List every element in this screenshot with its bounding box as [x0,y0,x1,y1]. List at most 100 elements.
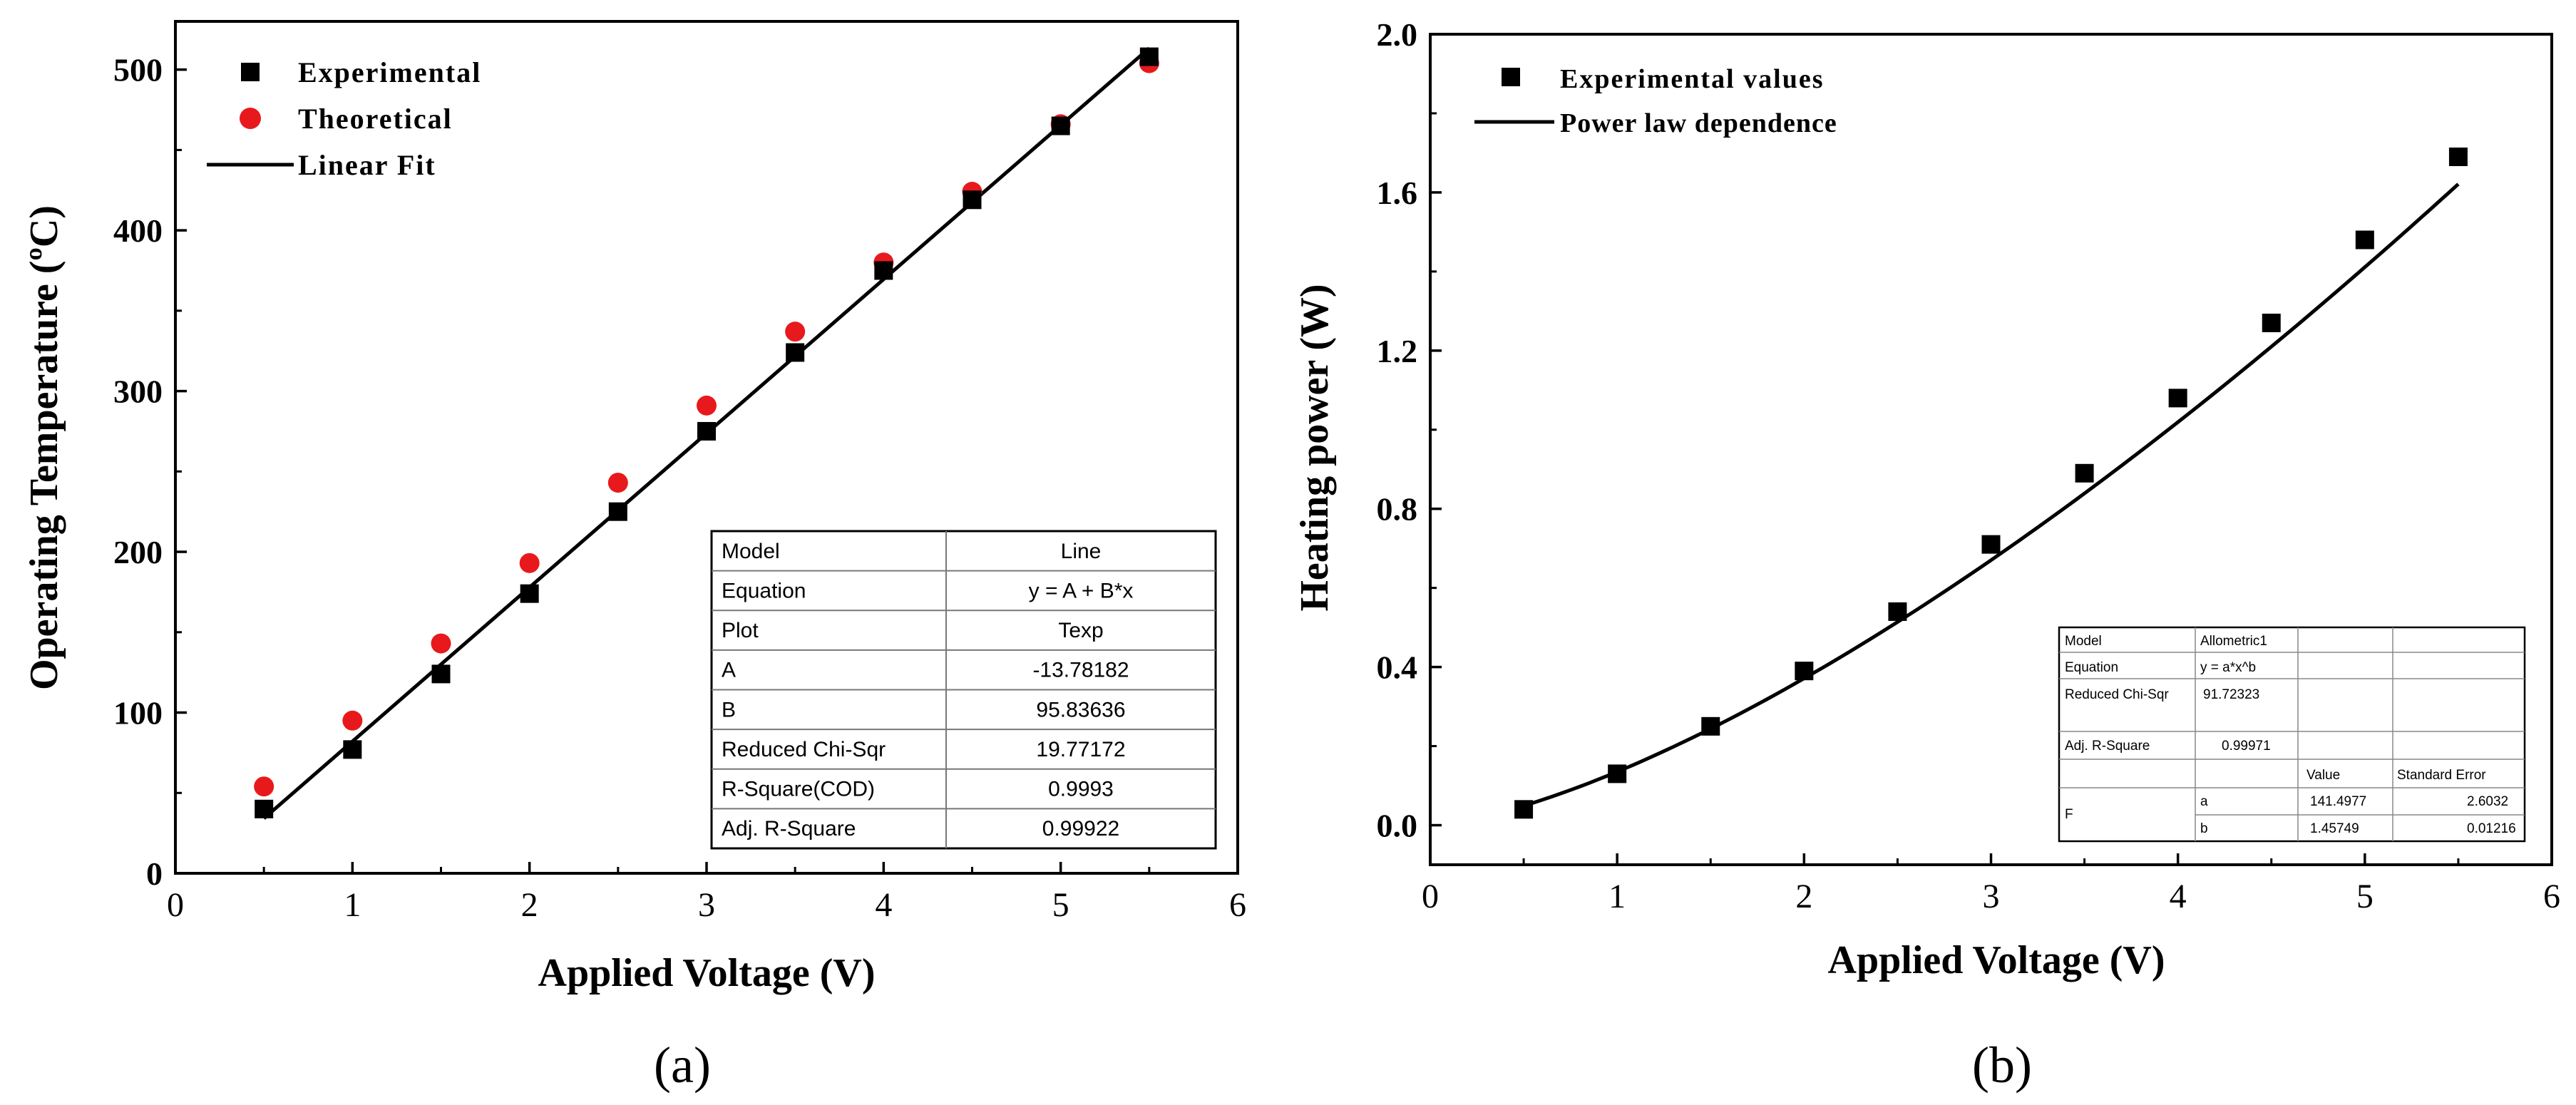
panel-b-y-axis-label: Heating power (W) [1293,284,1337,611]
theoretical-point [342,710,363,731]
theoretical-point [431,633,451,654]
b-table-adjr-value: 0.99971 [2222,739,2271,754]
legend-experimental-marker [241,63,260,81]
legend-experimental-values-label: Experimental values [1560,64,1824,94]
theoretical-point [519,552,540,573]
fit-table-value: -13.78182 [1032,659,1129,682]
panel-a-x-axis-label: Applied Voltage (V) [538,951,876,995]
b-table-col-error: Standard Error [2397,768,2486,783]
experimental-point [963,190,982,210]
y-tick-label: 0.8 [1377,491,1418,528]
x-tick-label: 6 [1229,886,1246,924]
b-table-param-group: F [2065,807,2073,822]
fit-table-label: B [722,698,736,721]
experimental-point [608,502,627,521]
power-law-fit-curve [1523,183,2460,808]
panel-a-y-axis: 0 100 200 300 400 500 [113,52,187,892]
experimental-value-point [1888,602,1907,621]
panel-b-y-axis: 0.0 0.4 0.8 1.2 1.6 2.0 [1377,16,1442,844]
panel-a-x-axis: 0 1 2 3 4 5 6 [167,862,1246,924]
experimental-value-point [1514,800,1534,819]
experimental-value-point [2075,463,2094,483]
x-tick-label: 6 [2543,878,2560,915]
x-tick-label: 2 [1795,878,1812,915]
experimental-point [343,740,362,759]
x-tick-label: 3 [1983,878,2000,915]
b-table-a-error: 2.6032 [2467,794,2508,809]
b-table-adjr-label: Adj. R-Square [2065,739,2150,754]
experimental-value-point [1701,716,1720,736]
experimental-point [697,421,716,441]
panel-a-series [254,46,1159,820]
fit-table-label: Reduced Chi-Sqr [722,738,886,761]
fit-table-label: Equation [722,579,806,602]
y-tick-label: 400 [113,212,163,249]
x-tick-label: 4 [875,886,892,924]
y-tick-label: 1.2 [1377,333,1418,369]
fit-table-value: 95.83636 [1036,698,1125,721]
fit-table-label: A [722,659,736,682]
b-table-chi-label: Reduced Chi-Sqr [2065,687,2169,702]
fit-table-label: R-Square(COD) [722,778,875,801]
legend-theoretical-label: Theoretical [298,103,453,135]
b-table-b-error: 0.01216 [2467,821,2516,836]
legend-linear-fit-label: Linear Fit [298,149,436,181]
experimental-point [786,343,805,362]
fit-table-label: Plot [722,619,759,642]
theoretical-point [254,776,274,797]
x-tick-label: 1 [344,886,361,924]
fit-table-label: Model [722,540,780,563]
experimental-point [1139,47,1159,66]
x-tick-label: 1 [1608,878,1626,915]
fit-table-value: y = A + B*x [1029,579,1134,602]
y-tick-label: 0 [146,855,163,892]
panel-a-caption: (a) [654,1037,711,1094]
experimental-point [520,584,539,603]
legend-experimental-values-marker [1502,68,1520,86]
panel-b-caption: (b) [1972,1037,2032,1094]
x-tick-label: 5 [1052,886,1069,924]
panel-b-x-axis-label: Applied Voltage (V) [1828,938,2165,982]
b-table-model-label: Model [2065,634,2102,649]
legend-power-law-label: Power law dependence [1560,108,1837,138]
experimental-value-point [2355,230,2374,250]
experimental-point [874,261,893,280]
b-table-model-value: Allometric1 [2200,634,2267,649]
b-table-equation-value: y = a*x^b [2200,660,2256,675]
theoretical-point [697,395,717,416]
y-tick-label: 300 [113,374,163,410]
x-tick-label: 4 [2170,878,2187,915]
experimental-value-point [2262,313,2281,332]
y-tick-label: 2.0 [1377,16,1418,53]
b-table-a-value: 141.4977 [2310,794,2366,809]
panel-b-chart: 0 1 2 3 4 5 6 0.0 0.4 0.8 1.2 1.6 2.0 Experimental … [1293,16,2560,1094]
fit-table-value: 19.77172 [1036,738,1125,761]
panel-b-fit-table: Model Allometric1 Equation y = a*x^b Red… [2058,626,2526,843]
panel-a-legend: Experimental Theoretical Linear Fit [207,56,481,181]
y-tick-label: 200 [113,534,163,570]
fit-table-value: Line [1061,540,1102,563]
y-tick-label: 100 [113,695,163,731]
theoretical-point [607,473,628,493]
panel-b-series [1514,147,2468,819]
x-tick-label: 0 [1422,878,1439,915]
experimental-point [255,799,274,818]
b-table-b-name: b [2200,821,2208,836]
b-table-a-name: a [2200,794,2208,809]
legend-experimental-label: Experimental [298,56,481,88]
experimental-point [431,664,451,684]
x-tick-label: 2 [521,886,538,924]
panel-a-fit-table: Model Line Equation y = A + B*x Plot Texp A -13… [710,530,1217,850]
experimental-value-point [1795,662,1814,681]
b-table-chi-value: 91.72323 [2203,687,2259,702]
x-tick-label: 5 [2356,878,2374,915]
y-tick-label: 0.4 [1377,649,1418,686]
experimental-value-point [2168,389,2187,408]
panel-a-y-axis-label: Operating Temperature (ºC) [22,205,66,690]
x-tick-label: 3 [698,886,715,924]
panel-a-chart: 0 1 2 3 4 5 6 0 100 200 300 400 500 Experimental Th… [22,20,1246,1094]
b-table-col-value: Value [2306,768,2340,783]
panel-b-legend: Experimental values Power law dependence [1474,64,1837,138]
theoretical-point [785,322,806,342]
